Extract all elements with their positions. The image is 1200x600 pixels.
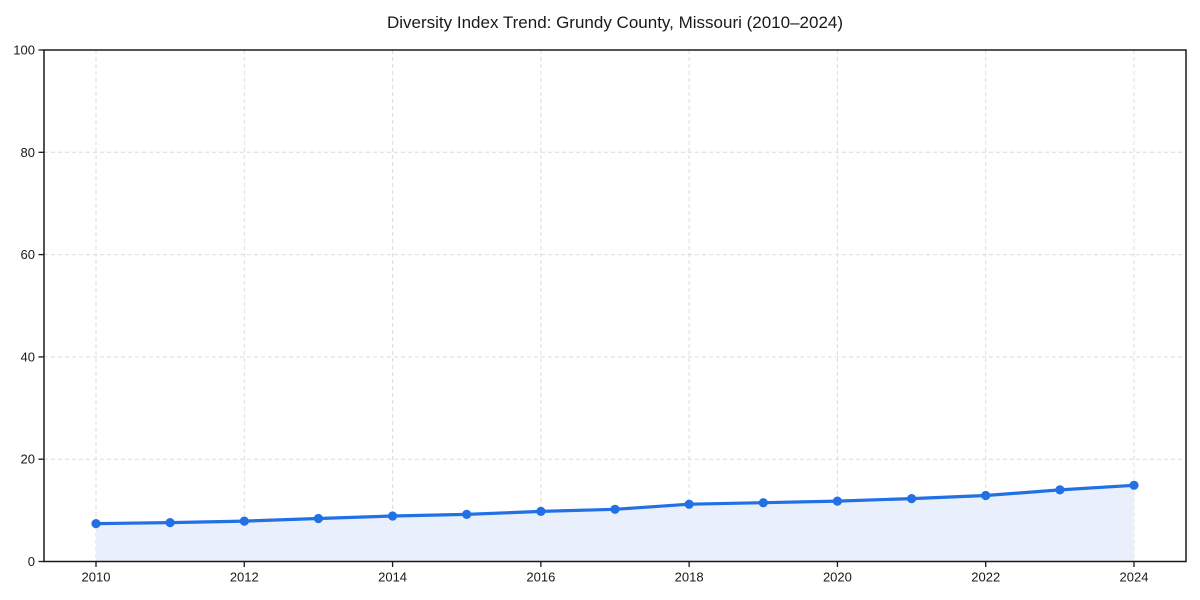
- y-tick-label: 20: [21, 452, 35, 467]
- data-points: [91, 480, 1139, 529]
- x-tick-label: 2012: [230, 570, 259, 585]
- data-point-2024: [1129, 480, 1139, 490]
- area-fill: [96, 485, 1134, 562]
- x-tick-label: 2016: [526, 570, 555, 585]
- y-tick-label: 40: [21, 349, 35, 364]
- data-point-2012: [239, 516, 249, 526]
- data-point-2013: [313, 513, 323, 524]
- y-tick-label: 60: [21, 247, 35, 262]
- x-tick-label: 2022: [971, 570, 1000, 585]
- y-tick-label: 100: [13, 43, 35, 58]
- axis-ticks: [38, 49, 1135, 567]
- data-point-2020: [832, 496, 843, 506]
- data-point-2019: [758, 498, 768, 508]
- data-point-2010: [91, 519, 101, 529]
- data-point-2016: [536, 506, 546, 516]
- data-point-2018: [684, 499, 694, 509]
- axis-tick-labels: 2010 2012 2014 2016 2018 2020 2022 2024 0 20 40 60 8…: [13, 43, 1148, 585]
- data-point-2011: [165, 518, 175, 528]
- y-tick-label: 0: [28, 554, 35, 569]
- data-point-2021: [907, 494, 917, 504]
- data-point-2015: [462, 509, 472, 519]
- data-point-2023: [1055, 485, 1065, 495]
- x-tick-label: 2024: [1120, 570, 1149, 585]
- x-tick-label: 2018: [675, 570, 704, 585]
- x-tick-label: 2014: [378, 570, 407, 585]
- x-tick-label: 2020: [823, 570, 852, 585]
- x-tick-label: 2010: [82, 570, 111, 585]
- data-point-2014: [388, 511, 398, 521]
- chart-title: Diversity Index Trend: Grundy County, Mi…: [387, 13, 843, 32]
- area-fill-path: [96, 485, 1134, 562]
- data-point-2017: [610, 504, 620, 514]
- data-point-2022: [981, 490, 991, 501]
- grid-lines: [44, 49, 1186, 562]
- plot-border: [43, 49, 1187, 563]
- y-tick-label: 80: [21, 145, 35, 160]
- plot-border-rect: [43, 49, 1187, 563]
